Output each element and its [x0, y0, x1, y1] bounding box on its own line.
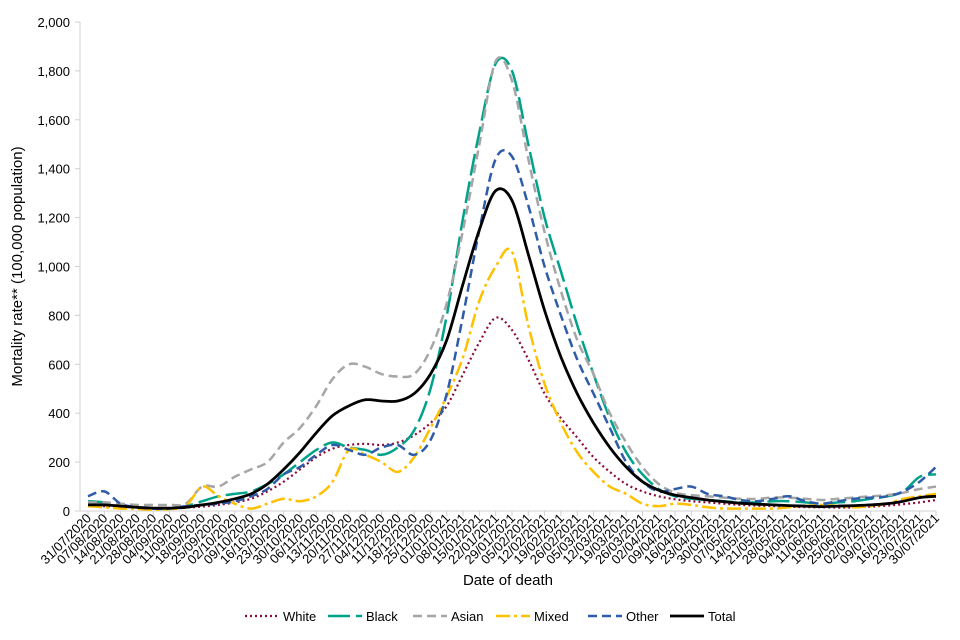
series-line-asian — [87, 56, 937, 507]
y-tick-label: 1,600 — [37, 113, 70, 128]
legend-label-total: Total — [708, 609, 736, 624]
y-tick-label: 1,200 — [37, 211, 70, 226]
legend-label-black: Black — [366, 609, 398, 624]
y-tick-label: 2,000 — [37, 15, 70, 30]
y-tick-label: 600 — [48, 357, 70, 372]
labels-layer: Date of death Mortality rate** (100,000 … — [9, 146, 553, 589]
y-axis-title: Mortality rate** (100,000 population) — [9, 146, 26, 386]
series-line-total — [87, 187, 937, 510]
y-tick-label: 400 — [48, 406, 70, 421]
legend-label-mixed: Mixed — [534, 609, 569, 624]
y-tick-label: 1,800 — [37, 64, 70, 79]
series-layer — [87, 56, 937, 512]
y-tick-label: 1,000 — [37, 260, 70, 275]
legend-label-white: White — [283, 609, 316, 624]
series-line-mixed — [87, 247, 937, 512]
series-line-white — [87, 316, 937, 510]
series-line-other — [87, 148, 937, 511]
legend-label-asian: Asian — [451, 609, 484, 624]
y-tick-label: 800 — [48, 308, 70, 323]
legend: White Black Asian Mixed Other Total — [245, 609, 736, 624]
y-tick-label: 0 — [63, 504, 70, 519]
axes-layer: 0 200 400 600 800 1,000 1,200 1,400 1,600 1,800 2,… — [37, 15, 942, 567]
y-tick-label: 200 — [48, 455, 70, 470]
legend-label-other: Other — [626, 609, 659, 624]
series-line-black — [87, 56, 937, 511]
y-tick-label: 1,400 — [37, 162, 70, 177]
x-axis-title: Date of death — [463, 572, 553, 589]
